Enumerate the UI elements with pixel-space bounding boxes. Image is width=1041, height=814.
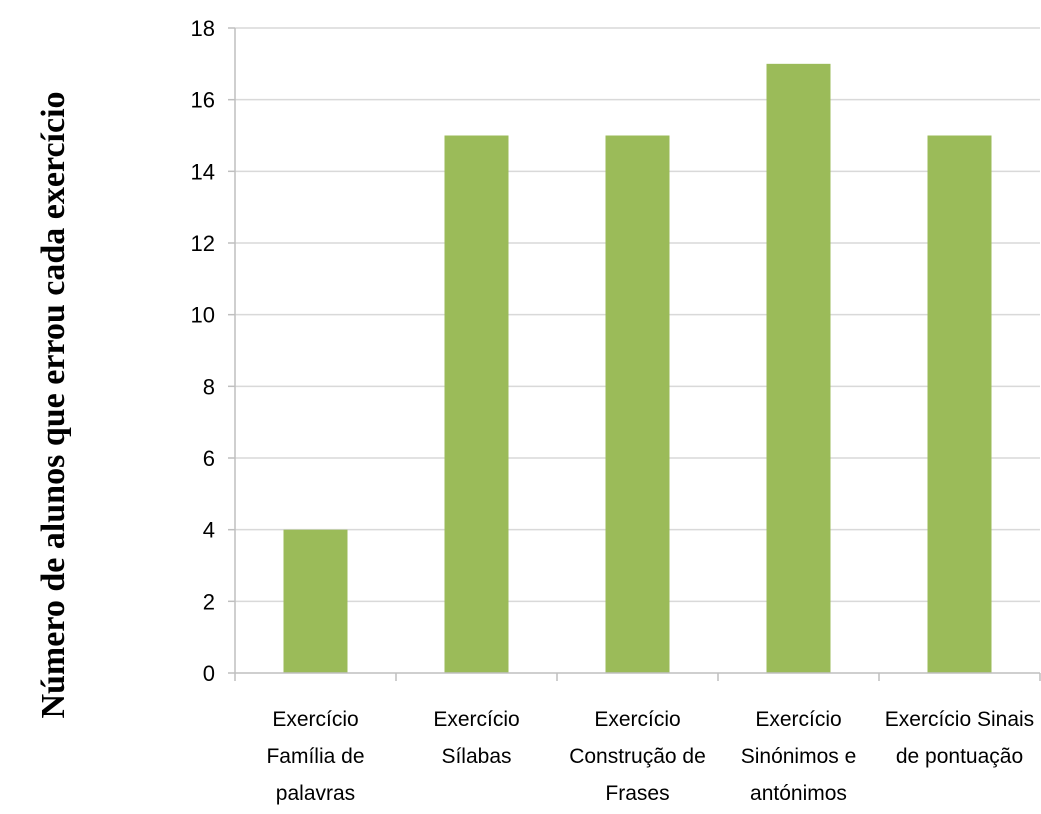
x-category-label-line: antónimos: [750, 782, 847, 805]
x-category-label-line: Exercício: [433, 708, 519, 731]
x-category-label-line: de pontuação: [896, 745, 1023, 768]
x-category-label-line: Construção de: [569, 745, 706, 768]
x-category-label-line: Família de: [266, 745, 364, 768]
x-category-label: Exercício Construção de Frases: [569, 708, 706, 805]
x-category-label-line: Exercício: [272, 708, 358, 731]
x-category-labels: Exercício Família de palavras Exercício Síla…: [266, 708, 1034, 805]
x-category-label: Exercício Sílabas: [433, 708, 519, 768]
bar: [766, 63, 831, 674]
y-tick-label: 2: [203, 589, 215, 614]
y-tick-labels: 0 2 4 6 8 10 12 14 16 18: [191, 16, 215, 686]
y-tick-label: 16: [191, 88, 215, 113]
x-category-label-line: Exercício: [755, 708, 841, 731]
bar: [444, 135, 509, 673]
y-tick-label: 0: [203, 661, 215, 686]
x-category-label: Exercício Sinais de pontuação: [885, 708, 1034, 768]
axes: [228, 27, 1041, 681]
y-tick-label: 18: [191, 16, 215, 41]
bars: [283, 63, 992, 674]
x-category-label-line: Frases: [605, 782, 669, 805]
x-category-label-line: Exercício Sinais: [885, 708, 1034, 731]
x-category-label-line: Sinónimos e: [741, 745, 857, 768]
x-category-label-line: Sílabas: [441, 745, 511, 768]
y-tick-label: 6: [203, 446, 215, 471]
x-category-label-line: palavras: [276, 782, 355, 805]
x-category-label-line: Exercício: [594, 708, 680, 731]
y-tick-label: 12: [191, 231, 215, 256]
y-tick-label: 4: [203, 518, 215, 543]
x-category-label: Exercício Sinónimos e antónimos: [741, 708, 857, 805]
y-axis-title: Número de alunos que errou cada exercíci…: [35, 91, 72, 718]
y-tick-label: 8: [203, 374, 215, 399]
y-tick-label: 10: [191, 303, 215, 328]
y-tick-label: 14: [191, 159, 215, 184]
bar: [605, 135, 670, 673]
bar: [283, 529, 348, 673]
x-category-label: Exercício Família de palavras: [266, 708, 364, 805]
bar: [927, 135, 992, 673]
